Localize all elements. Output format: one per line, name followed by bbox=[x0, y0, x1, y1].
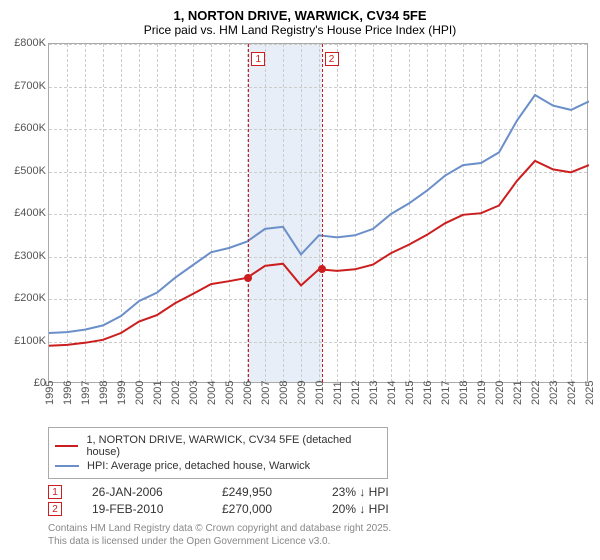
marker-dot-2 bbox=[318, 265, 326, 273]
legend-label-price: 1, NORTON DRIVE, WARWICK, CV34 5FE (deta… bbox=[86, 434, 381, 458]
y-tick-label: £800K bbox=[14, 37, 46, 49]
x-tick-label: 1995 bbox=[44, 381, 56, 405]
x-tick-label: 1996 bbox=[62, 381, 74, 405]
x-tick-label: 2015 bbox=[404, 381, 416, 405]
series-hpi bbox=[49, 95, 589, 333]
y-tick-label: £200K bbox=[14, 292, 46, 304]
x-tick-label: 2001 bbox=[152, 381, 164, 405]
x-tick-label: 2013 bbox=[368, 381, 380, 405]
sale-marker: 2 bbox=[48, 502, 62, 516]
plot-area: 12 bbox=[48, 43, 588, 383]
x-tick-label: 2002 bbox=[170, 381, 182, 405]
x-tick-label: 2011 bbox=[332, 381, 344, 405]
legend-row-price: 1, NORTON DRIVE, WARWICK, CV34 5FE (deta… bbox=[55, 434, 381, 458]
legend-label-hpi: HPI: Average price, detached house, Warw… bbox=[87, 460, 310, 472]
legend: 1, NORTON DRIVE, WARWICK, CV34 5FE (deta… bbox=[48, 427, 388, 479]
y-tick-label: £700K bbox=[14, 80, 46, 92]
x-tick-label: 2006 bbox=[242, 381, 254, 405]
x-tick-label: 2008 bbox=[278, 381, 290, 405]
x-tick-label: 2025 bbox=[584, 381, 596, 405]
y-axis: £0£100K£200K£300K£400K£500K£600K£700K£80… bbox=[10, 43, 48, 383]
x-tick-label: 2023 bbox=[548, 381, 560, 405]
sale-relative: 23% ↓ HPI bbox=[332, 485, 412, 499]
sale-price: £270,000 bbox=[222, 502, 302, 516]
attribution-line2: This data is licensed under the Open Gov… bbox=[48, 535, 590, 548]
sale-date: 19-FEB-2010 bbox=[92, 502, 192, 516]
x-tick-label: 2016 bbox=[422, 381, 434, 405]
x-tick-label: 1999 bbox=[116, 381, 128, 405]
chart-area: £0£100K£200K£300K£400K£500K£600K£700K£80… bbox=[10, 43, 590, 423]
chart-container: 1, NORTON DRIVE, WARWICK, CV34 5FE Price… bbox=[0, 0, 600, 560]
sale-relative: 20% ↓ HPI bbox=[332, 502, 412, 516]
x-tick-label: 1997 bbox=[80, 381, 92, 405]
x-tick-label: 2024 bbox=[566, 381, 578, 405]
x-tick-label: 2017 bbox=[440, 381, 452, 405]
marker-box-2: 2 bbox=[325, 52, 339, 66]
attribution-line1: Contains HM Land Registry data © Crown c… bbox=[48, 522, 590, 535]
page-subtitle: Price paid vs. HM Land Registry's House … bbox=[10, 23, 590, 37]
x-tick-label: 2012 bbox=[350, 381, 362, 405]
y-tick-label: £600K bbox=[14, 122, 46, 134]
x-tick-label: 2010 bbox=[314, 381, 326, 405]
sales-table: 1 26-JAN-2006 £249,950 23% ↓ HPI 2 19-FEB-201… bbox=[48, 485, 590, 516]
legend-swatch-price bbox=[55, 445, 78, 447]
page-title: 1, NORTON DRIVE, WARWICK, CV34 5FE bbox=[10, 8, 590, 23]
x-tick-label: 2020 bbox=[494, 381, 506, 405]
marker-box-1: 1 bbox=[251, 52, 265, 66]
x-tick-label: 2007 bbox=[260, 381, 272, 405]
x-tick-label: 2022 bbox=[530, 381, 542, 405]
x-tick-label: 2000 bbox=[134, 381, 146, 405]
sale-price: £249,950 bbox=[222, 485, 302, 499]
x-tick-label: 2003 bbox=[188, 381, 200, 405]
marker-dot-1 bbox=[244, 274, 252, 282]
y-tick-label: £300K bbox=[14, 250, 46, 262]
legend-swatch-hpi bbox=[55, 465, 79, 467]
attribution: Contains HM Land Registry data © Crown c… bbox=[48, 522, 590, 548]
marker-line-1 bbox=[248, 44, 249, 382]
legend-row-hpi: HPI: Average price, detached house, Warw… bbox=[55, 460, 381, 472]
series-price bbox=[49, 161, 589, 346]
sale-row: 2 19-FEB-2010 £270,000 20% ↓ HPI bbox=[48, 502, 590, 516]
x-tick-label: 2004 bbox=[206, 381, 218, 405]
x-tick-label: 2021 bbox=[512, 381, 524, 405]
sale-marker: 1 bbox=[48, 485, 62, 499]
y-tick-label: £400K bbox=[14, 207, 46, 219]
marker-line-2 bbox=[322, 44, 323, 382]
y-tick-label: £100K bbox=[14, 335, 46, 347]
sale-date: 26-JAN-2006 bbox=[92, 485, 192, 499]
x-tick-label: 2014 bbox=[386, 381, 398, 405]
y-tick-label: £500K bbox=[14, 165, 46, 177]
x-tick-label: 2005 bbox=[224, 381, 236, 405]
x-axis: 1995199619971998199920002001200220032004… bbox=[48, 385, 588, 423]
x-tick-label: 2018 bbox=[458, 381, 470, 405]
sale-row: 1 26-JAN-2006 £249,950 23% ↓ HPI bbox=[48, 485, 590, 499]
chart-svg bbox=[49, 44, 589, 384]
x-tick-label: 2019 bbox=[476, 381, 488, 405]
x-tick-label: 1998 bbox=[98, 381, 110, 405]
x-tick-label: 2009 bbox=[296, 381, 308, 405]
